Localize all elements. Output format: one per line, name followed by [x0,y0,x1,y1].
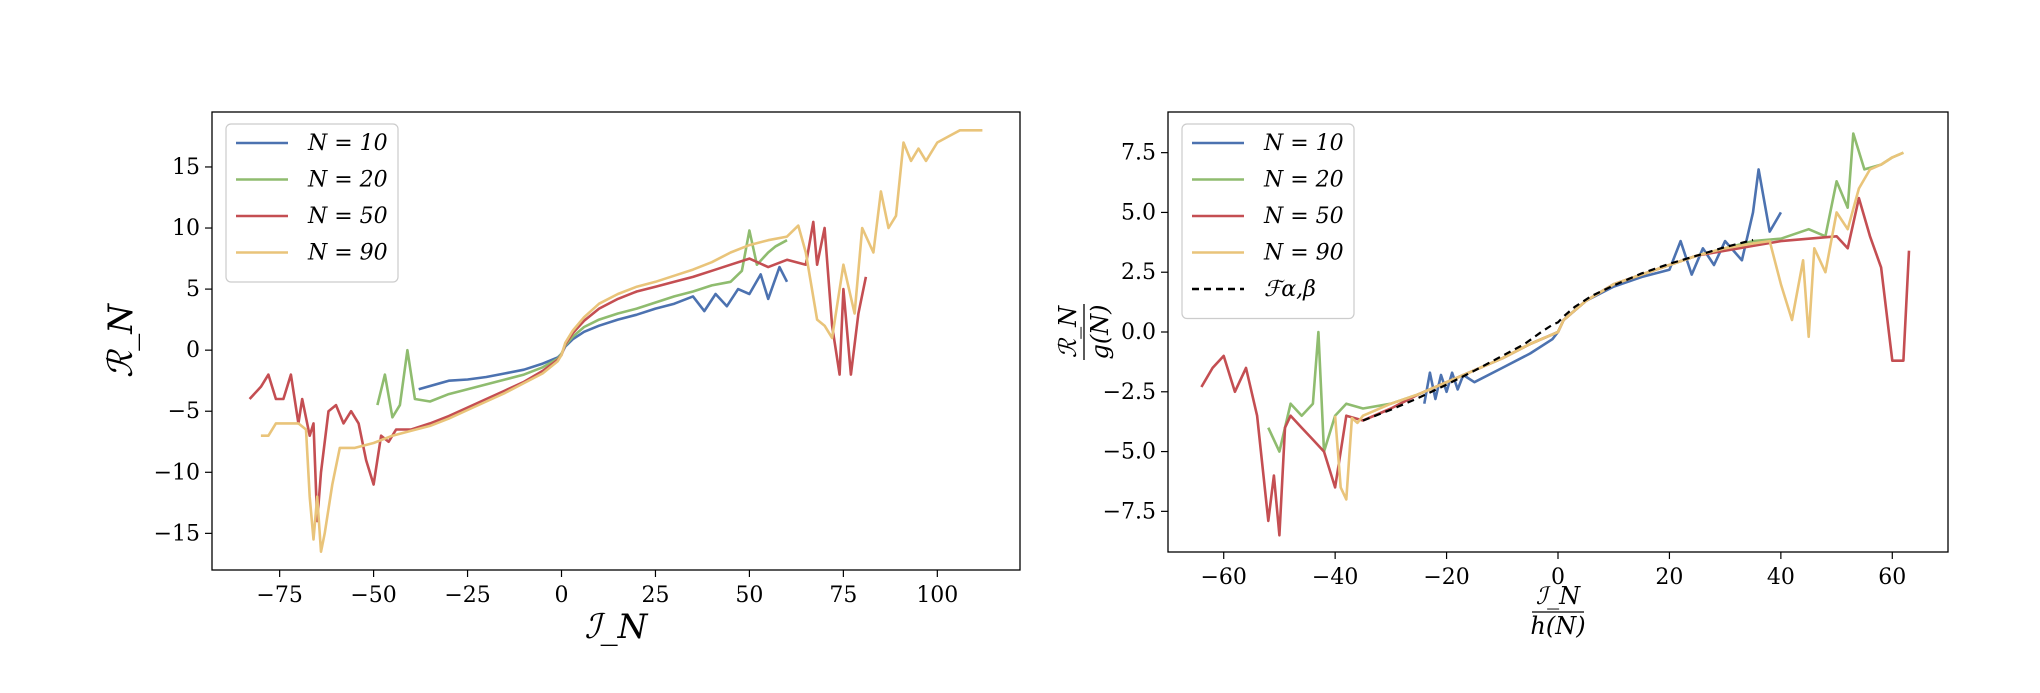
series-line-n0 [418,265,789,391]
y-tick-label: 7.5 [1121,141,1156,166]
y-tick-label: −5 [168,399,200,424]
legend-entry-label: N = 50 [307,204,388,229]
legend-entry-label: N = 10 [307,131,388,156]
y-tick-label: −5.0 [1103,440,1156,465]
x-tick-label: 75 [829,583,857,608]
legend-entry-label: N = 90 [1263,241,1344,266]
y-tick-label: −15 [154,521,200,546]
svg-text:h(N): h(N) [1530,612,1585,640]
x-tick-label: 50 [735,583,763,608]
plot-area [248,129,983,553]
x-tick-label: −20 [1423,565,1469,590]
legend-entry-label: N = 10 [1263,131,1344,156]
x-tick-label: −60 [1200,565,1246,590]
x-tick-label: 60 [1878,565,1906,590]
y-tick-label: 5 [186,277,200,302]
y-tick-label: 0 [186,338,200,363]
plot-area [1200,132,1911,537]
y-tick-label: −2.5 [1103,380,1156,405]
legend-box [225,123,399,283]
legend-entry-label: N = 50 [1263,204,1344,229]
y-tick-label: 15 [172,155,200,180]
legend-entry-label: N = 20 [1263,168,1344,193]
x-tick-label: −40 [1312,565,1358,590]
series-line-n3 [260,129,983,553]
axes-frame [211,111,1021,571]
legend-entry-label: N = 20 [307,168,388,193]
svg-text:ℐ_N: ℐ_N [1536,582,1581,610]
y-axis-label: ℛ_N g(N) [1054,304,1114,360]
legend-entry-label: N = 90 [307,241,388,266]
x-tick-label: 0 [1551,565,1565,590]
x-tick-label: 100 [916,583,958,608]
series-line-fit [1362,238,1754,422]
legend-box [1181,123,1355,320]
y-axis-label: ℛ_N [101,303,141,378]
legend: N = 10 N = 20 N = 50 N = 90 [225,123,399,283]
x-tick-label: −50 [350,583,396,608]
y-tick-label: 5.0 [1121,200,1156,225]
x-axis-label: ℐ_Nh(N) [1530,582,1585,640]
svg-text:ℛ_N: ℛ_N [1054,305,1082,358]
x-tick-label: 40 [1767,565,1795,590]
series-line-n3 [1333,151,1904,501]
x-axis-label: ℐ_N [585,607,649,647]
series-line-n2 [248,220,868,523]
right-chart: −60 −40 −20 0 20 40 60 −7.5 −5.0 −2.5 0.0 2.5 5.0 7.5… [1054,111,1949,640]
y-tick-label: −10 [154,460,200,485]
legend: N = 10 N = 20 N = 50 N = 90 ℱα,β [1181,123,1355,320]
left-chart: −75 −50 −25 0 25 50 75 100−15−10−5051015ℐ_Nℛ_NN… [101,111,1021,647]
y-tick-label: 2.5 [1121,260,1156,285]
legend-entry-label: ℱα,β [1264,277,1316,302]
x-tick-label: −25 [444,583,490,608]
y-tick-label: −7.5 [1103,499,1156,524]
y-tick-label: 10 [172,216,200,241]
x-tick-label: −75 [256,583,302,608]
svg-text:g(N): g(N) [1086,304,1114,359]
x-tick-label: 0 [555,583,569,608]
series-line-n1 [376,229,788,419]
x-tick-label: 25 [641,583,669,608]
y-tick-label: 0.0 [1121,320,1156,345]
x-tick-label: 20 [1655,565,1683,590]
